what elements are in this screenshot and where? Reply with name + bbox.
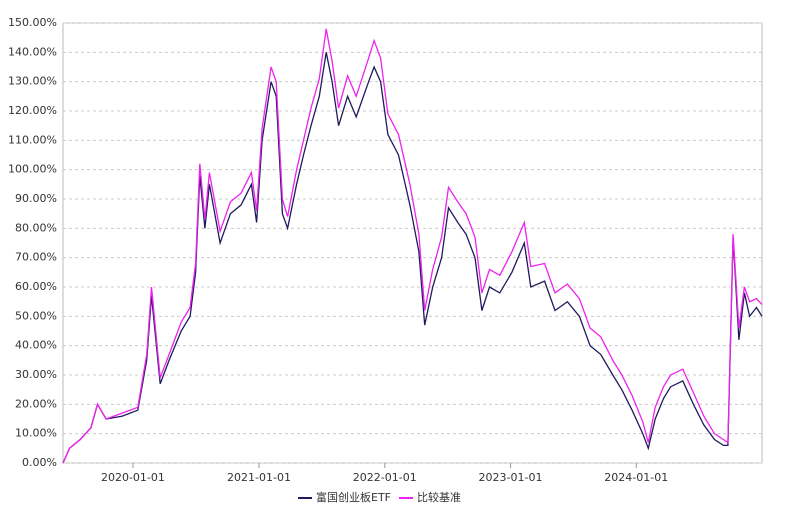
legend-label: 富国创业板ETF bbox=[316, 490, 391, 504]
y-tick-label: 50.00% bbox=[15, 309, 57, 322]
y-tick-label: 90.00% bbox=[15, 192, 57, 205]
y-tick-label: 0.00% bbox=[22, 456, 57, 469]
y-tick-label: 30.00% bbox=[15, 368, 57, 381]
series-line bbox=[62, 52, 763, 464]
y-tick-label: 80.00% bbox=[15, 221, 57, 234]
x-tick-label: 2020-01-01 bbox=[101, 471, 165, 484]
y-tick-label: 60.00% bbox=[15, 280, 57, 293]
y-tick-label: 70.00% bbox=[15, 251, 57, 264]
x-tick-label: 2024-01-01 bbox=[604, 471, 668, 484]
y-tick-label: 150.00% bbox=[8, 16, 57, 29]
y-tick-label: 40.00% bbox=[15, 339, 57, 352]
x-tick-label: 2022-01-01 bbox=[353, 471, 417, 484]
plot-frame bbox=[62, 22, 763, 464]
y-tick-label: 120.00% bbox=[8, 104, 57, 117]
y-tick-label: 110.00% bbox=[8, 133, 57, 146]
x-tick-label: 2023-01-01 bbox=[479, 471, 543, 484]
y-tick-label: 20.00% bbox=[15, 397, 57, 410]
y-tick-label: 100.00% bbox=[8, 163, 57, 176]
y-tick-label: 130.00% bbox=[8, 75, 57, 88]
x-tick-label: 2021-01-01 bbox=[227, 471, 291, 484]
y-tick-label: 140.00% bbox=[8, 45, 57, 58]
legend-label: 比较基准 bbox=[417, 490, 461, 504]
series-line bbox=[62, 28, 763, 464]
y-tick-label: 10.00% bbox=[15, 427, 57, 440]
